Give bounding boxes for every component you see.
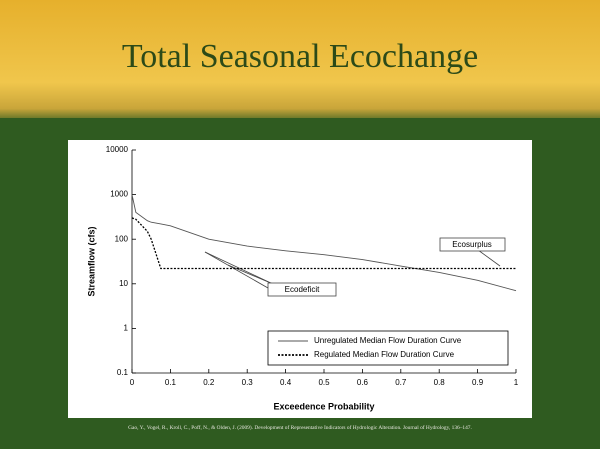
x-tick-label: 0.6 xyxy=(357,378,369,387)
slide: Total Seasonal Ecochange Ecosurplus Ecod… xyxy=(0,0,600,449)
annotation-arrow xyxy=(228,265,273,284)
x-tick-label: 0.7 xyxy=(395,378,407,387)
y-tick-label: 10 xyxy=(119,279,128,288)
x-axis-label: Exceedence Probability xyxy=(273,401,374,411)
y-tick-label: 1 xyxy=(124,324,129,333)
citation: Gao, Y., Vogel, R., Kroll, C., Poff, N.,… xyxy=(0,425,600,431)
x-tick-label: 0.5 xyxy=(318,378,330,387)
annotation: Ecodeficit xyxy=(285,285,320,294)
x-tick-label: 0 xyxy=(130,378,135,387)
y-tick-label: 1000 xyxy=(110,190,128,199)
chart: Ecosurplus Ecodeficit 0.1110100100010000… xyxy=(68,140,532,418)
x-tick-label: 0.4 xyxy=(280,378,292,387)
y-tick-label: 10000 xyxy=(106,145,129,154)
annotation-arrow xyxy=(478,250,500,266)
x-tick-label: 1 xyxy=(514,378,519,387)
annotation: Ecosurplus xyxy=(452,240,492,249)
y-axis-label: Streamflow (cfs) xyxy=(86,226,96,296)
annotation-arrow xyxy=(205,252,268,288)
x-tick-label: 0.3 xyxy=(242,378,254,387)
slide-title: Total Seasonal Ecochange xyxy=(0,38,600,76)
legend-label: Unregulated Median Flow Duration Curve xyxy=(314,336,462,345)
y-tick-label: 0.1 xyxy=(117,368,129,377)
x-tick-label: 0.1 xyxy=(165,378,177,387)
x-tick-label: 0.8 xyxy=(434,378,446,387)
x-tick-label: 0.9 xyxy=(472,378,484,387)
legend-label: Regulated Median Flow Duration Curve xyxy=(314,350,455,359)
y-tick-label: 100 xyxy=(115,234,129,243)
x-tick-label: 0.2 xyxy=(203,378,215,387)
